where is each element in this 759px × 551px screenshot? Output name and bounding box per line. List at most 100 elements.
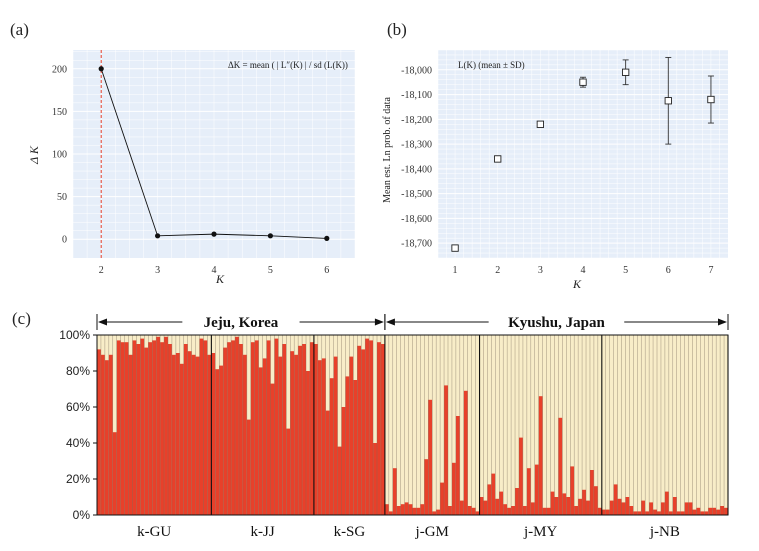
panel-c-bar-cluster1 bbox=[688, 502, 693, 515]
panel-c-bar-cluster2 bbox=[593, 335, 598, 515]
panel-c-bar-cluster2 bbox=[337, 335, 342, 515]
panel-c-bar-cluster1 bbox=[534, 464, 539, 515]
panel-c-bar-cluster2 bbox=[373, 335, 378, 515]
panel-c-bar-cluster1 bbox=[696, 507, 701, 515]
panel-c-bar-cluster2 bbox=[388, 335, 393, 515]
panel-a-xtick-label: 3 bbox=[155, 265, 160, 276]
panel-c-bar-cluster1 bbox=[657, 511, 661, 515]
panel-c-bar-cluster2 bbox=[499, 335, 504, 515]
panel-c-bar-cluster2 bbox=[515, 335, 519, 515]
panel-c-bar-cluster1 bbox=[164, 336, 168, 515]
panel-c-bar-cluster1 bbox=[511, 506, 516, 515]
panel-b-ytick-label: -18,600 bbox=[401, 214, 432, 225]
panel-b-point bbox=[494, 155, 502, 163]
panel-c-bar-cluster1 bbox=[617, 498, 622, 515]
panel-c-bar-cluster1 bbox=[578, 498, 583, 515]
panel-c-bar-cluster1 bbox=[444, 385, 448, 515]
panel-c-bar-cluster1 bbox=[408, 504, 413, 515]
panel-c-bar-cluster1 bbox=[724, 507, 728, 515]
panel-c-bar-cluster2 bbox=[286, 335, 291, 515]
panel-c-bar-cluster1 bbox=[317, 360, 322, 515]
panel-b-ytick-label: -18,400 bbox=[401, 164, 432, 175]
panel-c-bar-cluster2 bbox=[601, 335, 606, 515]
panel-c-bar-cluster1 bbox=[128, 354, 133, 515]
panel-c-bar-cluster1 bbox=[586, 500, 590, 515]
panel-c-bar-cluster1 bbox=[475, 511, 480, 515]
panel-a-ytick-label: 100 bbox=[52, 150, 67, 161]
panel-c-bar-cluster1 bbox=[704, 511, 709, 515]
panel-c-bar-cluster1 bbox=[503, 504, 508, 515]
panel-c-bar-cluster1 bbox=[447, 506, 452, 515]
panel-a-ytick-label: 0 bbox=[62, 235, 67, 246]
panel-c-bar-cluster2 bbox=[546, 335, 551, 515]
panel-c-bar-cluster1 bbox=[392, 468, 397, 515]
panel-c-bar-cluster2 bbox=[621, 335, 626, 515]
panel-c-bar-cluster1 bbox=[160, 342, 165, 515]
panel-c-bar-cluster1 bbox=[384, 504, 389, 515]
panel-c-bar-cluster1 bbox=[167, 344, 172, 515]
panel-c-bar-cluster1 bbox=[455, 416, 460, 515]
panel-c-bar-cluster1 bbox=[621, 502, 626, 515]
panel-c-bar-cluster2 bbox=[582, 335, 587, 515]
panel-c-bar-cluster1 bbox=[664, 491, 669, 515]
panel-c-bar-cluster1 bbox=[680, 511, 685, 515]
panel-c-bar-cluster1 bbox=[708, 507, 713, 515]
panel-b-xtick-label: 2 bbox=[495, 265, 500, 276]
panel-a-grid bbox=[72, 50, 356, 258]
panel-c-bar-cluster1 bbox=[148, 342, 153, 515]
panel-c-bar-cluster1 bbox=[554, 497, 559, 515]
panel-c-bar-cluster1 bbox=[104, 360, 109, 515]
panel-c-bar-cluster1 bbox=[120, 342, 125, 515]
panel-c-bar-cluster1 bbox=[250, 342, 255, 515]
panel-c-ytick-label: 0% bbox=[73, 508, 91, 522]
panel-c-bar-cluster2 bbox=[112, 335, 117, 515]
panel-c-bar-cluster1 bbox=[424, 459, 429, 515]
panel-b-point bbox=[621, 68, 630, 76]
panel-a-xtick-label: 6 bbox=[324, 265, 329, 276]
panel-c-bar-cluster2 bbox=[641, 335, 646, 515]
panel-c-bar-cluster1 bbox=[112, 432, 117, 515]
panel-a-xlabel: K bbox=[215, 272, 225, 286]
panel-c-ytick-label: 40% bbox=[66, 436, 90, 450]
panel-c-bar-cluster1 bbox=[459, 500, 464, 515]
panel-c-arrowhead-left bbox=[98, 318, 107, 326]
panel-c-arrowhead-right bbox=[374, 318, 384, 326]
panel-c-bar-cluster1 bbox=[637, 511, 642, 515]
panel-c-bar-cluster1 bbox=[582, 489, 587, 515]
panel-c-ticks: 0% 20% 40% 60% 80% 100% bbox=[59, 328, 97, 522]
panel-c-frame bbox=[96, 334, 729, 516]
panel-c-bar-cluster2 bbox=[613, 335, 618, 515]
panel-c-ytick-label: 60% bbox=[66, 400, 90, 414]
panel-c-bar-cluster1 bbox=[223, 347, 228, 515]
panel-c-bar-cluster1 bbox=[526, 468, 531, 515]
panel-c-bar-cluster1 bbox=[558, 417, 563, 515]
panel-c-bar-cluster1 bbox=[613, 484, 618, 515]
panel-c-bar-cluster2 bbox=[451, 335, 456, 515]
panel-c-bar-cluster2 bbox=[688, 335, 693, 515]
panel-c-bar-cluster2 bbox=[530, 335, 535, 515]
panel-a-point bbox=[267, 233, 273, 239]
panel-c-bar-cluster1 bbox=[499, 491, 504, 515]
panel-c-bar-cluster2 bbox=[511, 335, 516, 515]
panel-c-bar-cluster2 bbox=[566, 335, 571, 515]
panel-c-bar-cluster1 bbox=[231, 340, 236, 515]
panel-c-ytick-label: 80% bbox=[66, 364, 90, 378]
panel-c-bar-cluster1 bbox=[373, 443, 378, 515]
panel-c-bar-cluster1 bbox=[605, 509, 610, 515]
panel-c-bar-cluster1 bbox=[653, 509, 658, 515]
panel-c-bar-cluster1 bbox=[183, 344, 188, 515]
panel-c-bar-cluster1 bbox=[432, 511, 437, 515]
panel-c-bar-cluster1 bbox=[207, 354, 212, 515]
panel-c-bar-cluster1 bbox=[645, 511, 650, 515]
panel-c-bar-cluster2 bbox=[432, 335, 437, 515]
panel-b-xtick-label: 4 bbox=[581, 265, 586, 276]
panel-c-bar-cluster2 bbox=[542, 335, 547, 515]
panel-c-bar-cluster2 bbox=[676, 335, 681, 515]
panel-c-bar-cluster2 bbox=[503, 335, 508, 515]
panel-a-point bbox=[98, 66, 104, 72]
panel-a-label: (a) bbox=[10, 20, 29, 39]
panel-c-bar-cluster1 bbox=[349, 356, 354, 515]
panel-c-bar-cluster2 bbox=[467, 335, 472, 515]
panel-c-bar-cluster1 bbox=[100, 354, 105, 515]
panel-c-bar-cluster1 bbox=[633, 511, 638, 515]
